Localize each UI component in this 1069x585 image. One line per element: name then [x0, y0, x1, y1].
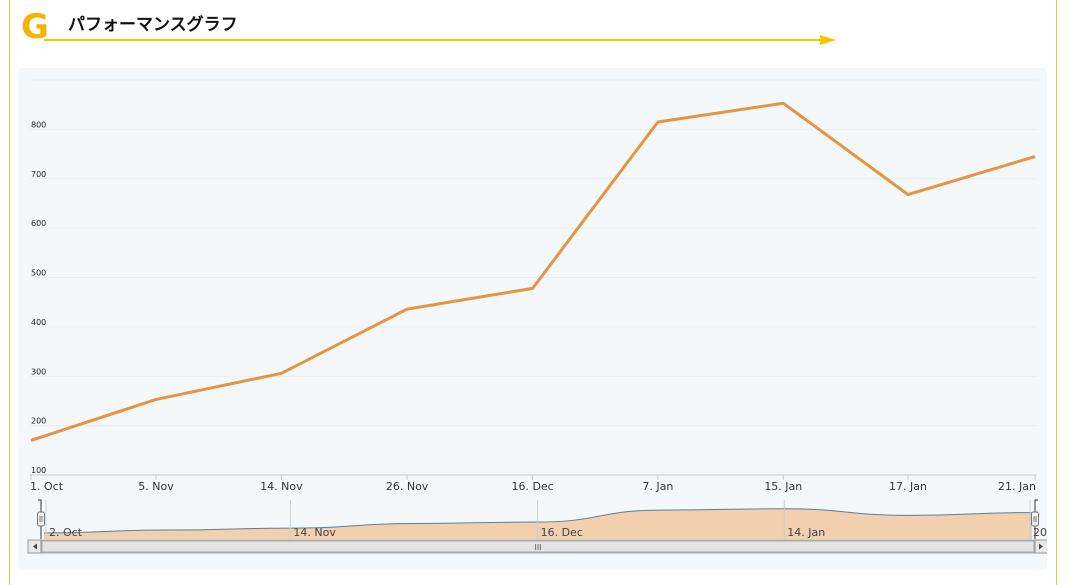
scrollbar-grip: III [534, 543, 541, 552]
panel-border-right [1056, 0, 1057, 585]
grid-layer [30, 79, 1037, 427]
y-tick-label: 800 [31, 120, 46, 129]
performance-chart[interactable]: 100 200 300 400 500 600 700 800 1. Oct 5. Nov 14.… [18, 68, 1069, 570]
navigator-handle-left[interactable] [37, 511, 45, 527]
series-layer [30, 101, 1036, 442]
y-tick-label: 600 [31, 219, 46, 228]
x-tick-label: 16. Dec [511, 480, 553, 493]
y-tick-label: 300 [31, 367, 46, 376]
chevron-left-icon [33, 543, 37, 550]
x-tick-label: 14. Nov [260, 480, 303, 493]
y-tick-label: 100 [31, 466, 46, 475]
y-tick-labels: 100 200 300 400 500 600 700 800 [31, 120, 46, 475]
chevron-right-icon [1039, 543, 1043, 550]
x-tick-label: 5. Nov [138, 480, 174, 493]
x-tick-label: 26. Nov [386, 480, 429, 493]
x-axis: 1. Oct 5. Nov 14. Nov 26. Nov 16. Dec 7. Jan 1… [30, 474, 1037, 493]
chart-area: 100 200 300 400 500 600 700 800 1. Oct 5. Nov 14.… [18, 68, 1069, 570]
x-tick-label: 17. Jan [889, 480, 927, 493]
x-tick-label: 15. Jan [764, 480, 802, 493]
navigator-handle-right[interactable] [1031, 511, 1039, 527]
y-tick-label: 700 [31, 170, 46, 179]
y-tick-label: 200 [31, 417, 46, 426]
header-arrow-head [820, 35, 836, 45]
panel-border-left [9, 0, 10, 585]
g-logo-letter: G [21, 8, 49, 42]
navigator-label: 16. Dec [541, 526, 583, 539]
scrollbar-thumb[interactable] [41, 540, 1035, 553]
navigator-label: 14. Jan [787, 526, 825, 539]
navigator-label: 14. Nov [293, 526, 336, 539]
header-underline-arrow [44, 35, 836, 45]
chart-header: G パフォーマンスグラフ [20, 6, 836, 46]
x-tick-label: 7. Jan [642, 480, 673, 493]
page-title: パフォーマンスグラフ [68, 15, 238, 35]
y-tick-label: 400 [31, 318, 46, 327]
y-tick-label: 500 [31, 269, 46, 278]
series-line [30, 101, 1036, 442]
x-tick-label: 1. Oct [30, 480, 64, 493]
g-logo-icon: G [21, 8, 49, 42]
x-tick-label: 21. Jan [998, 480, 1036, 493]
navigator-label: 2. Oct [49, 526, 83, 539]
